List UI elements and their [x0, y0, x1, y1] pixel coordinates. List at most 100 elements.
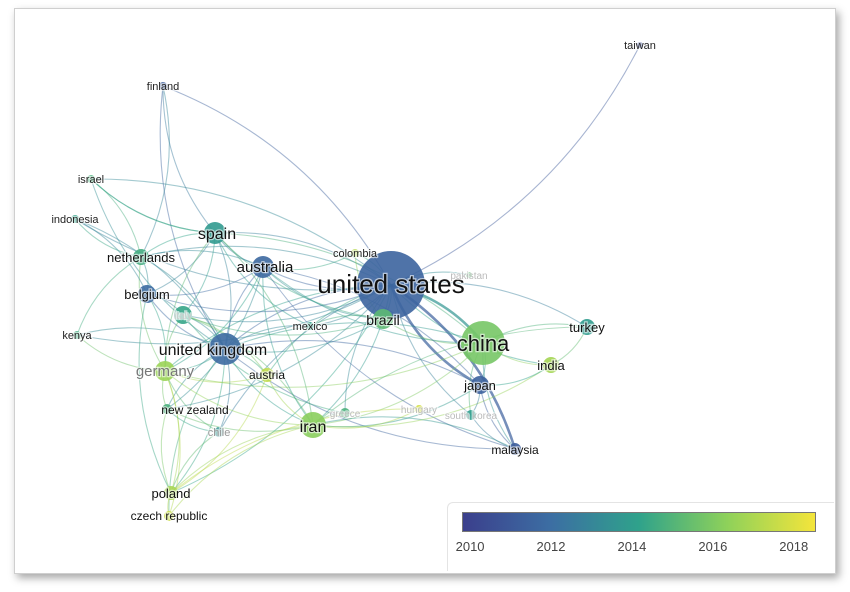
node-china[interactable]: [461, 321, 505, 365]
link-united-kingdom-spain: [214, 232, 232, 350]
label-greece: greece: [330, 409, 361, 420]
node-new-zealand[interactable]: [162, 404, 172, 414]
label-poland: poland: [151, 486, 190, 501]
node-south-korea[interactable]: [466, 410, 476, 420]
link-china-iran: [312, 342, 484, 426]
link-united-kingdom-kenya: [76, 327, 226, 350]
label-malaysia: malaysia: [491, 443, 539, 457]
label-united-states: united states: [317, 269, 464, 299]
node-mexico[interactable]: [306, 322, 314, 330]
node-chile[interactable]: [214, 427, 224, 437]
label-australia: australia: [237, 259, 294, 276]
label-turkey: turkey: [569, 320, 605, 335]
link-poland-austria: [170, 374, 268, 494]
link-indonesia-belgium: [74, 218, 148, 295]
node-brazil[interactable]: [373, 309, 393, 329]
link-greece-italy: [182, 314, 346, 414]
country-collaboration-network: united states china united kingdom iran spai…: [50, 39, 657, 525]
link-china-germany: [164, 342, 484, 388]
link-spain-iran: [214, 232, 314, 426]
link-germany-netherlands: [138, 256, 166, 372]
link-israel-spain: [90, 178, 216, 234]
link-iran-malaysia: [312, 416, 516, 450]
node-israel[interactable]: [87, 175, 95, 183]
link-united-states-taiwan: [390, 44, 641, 286]
link-united-kingdom-japan: [224, 339, 481, 386]
label-united-kingdom: united kingdom: [159, 342, 268, 359]
link-hungary-poland: [170, 408, 420, 494]
legend-tick-2016: 2016: [698, 539, 728, 554]
node-netherlands[interactable]: [133, 249, 149, 265]
network-map-panel: united states china united kingdom iran spai…: [14, 8, 836, 574]
link-spain-germany: [164, 232, 216, 372]
node-spain[interactable]: [204, 222, 226, 244]
label-hungary: hungary: [401, 405, 437, 416]
node-czech-republic[interactable]: [164, 511, 174, 521]
label-finland: finland: [147, 81, 179, 93]
label-germany: germany: [136, 363, 195, 380]
node-colombia[interactable]: [351, 249, 359, 257]
link-united-states-indonesia: [74, 218, 392, 291]
label-japan: japan: [463, 378, 496, 393]
label-south-korea: south korea: [445, 411, 498, 422]
node-kenya[interactable]: [73, 331, 81, 339]
node-poland[interactable]: [164, 486, 178, 500]
label-belgium: belgium: [124, 287, 170, 302]
year-colorbar: [462, 512, 816, 532]
label-india: india: [537, 358, 565, 373]
legend-tick-2018: 2018: [779, 539, 809, 554]
link-spain-israel: [90, 178, 216, 234]
link-united-states-finland: [162, 85, 392, 286]
node-india[interactable]: [543, 357, 559, 373]
link-spain-mexico: [214, 232, 311, 327]
node-austria[interactable]: [260, 368, 274, 382]
link-iran-japan: [312, 384, 481, 428]
label-china: china: [457, 331, 510, 356]
node-italy[interactable]: [174, 306, 192, 324]
node-indonesia[interactable]: [71, 215, 79, 223]
link-china-australia: [262, 266, 484, 344]
link-iran-india: [312, 364, 552, 428]
link-netherlands-kenya: [76, 256, 142, 336]
label-netherlands: netherlands: [107, 250, 175, 265]
label-mexico: mexico: [293, 321, 328, 333]
link-united-states-kenya: [76, 284, 392, 345]
link-united-states-new-zealand: [166, 284, 392, 410]
link-china-spain: [214, 232, 484, 344]
node-pakistan[interactable]: [466, 272, 472, 278]
link-australia-germany: [164, 266, 264, 372]
node-greece[interactable]: [340, 408, 350, 418]
label-colombia: colombia: [333, 248, 378, 260]
link-australia-belgium: [146, 266, 264, 296]
node-united-states[interactable]: [357, 251, 425, 319]
node-turkey[interactable]: [579, 319, 595, 335]
node-australia[interactable]: [252, 256, 274, 278]
link-brazil-italy: [182, 314, 384, 336]
link-australia-brazil: [262, 266, 384, 320]
year-legend: 2010 2012 2014 2016 2018: [447, 502, 834, 571]
link-finland-netherlands: [140, 85, 170, 258]
node-hungary[interactable]: [415, 405, 423, 413]
legend-tick-2014: 2014: [617, 539, 647, 554]
link-iran-germany: [164, 370, 314, 426]
node-iran[interactable]: [300, 412, 326, 438]
link-australia-netherlands: [140, 249, 264, 268]
link-belgium-poland: [138, 293, 172, 494]
node-germany[interactable]: [155, 361, 175, 381]
legend-tick-2012: 2012: [536, 539, 566, 554]
label-spain: spain: [198, 226, 236, 243]
link-united-kingdom-brazil: [224, 318, 384, 353]
node-united-kingdom[interactable]: [209, 333, 241, 365]
link-australia-iran: [262, 266, 314, 426]
link-iran-italy: [182, 314, 314, 426]
node-taiwan[interactable]: [637, 42, 643, 48]
link-iran-czech-republic: [168, 424, 314, 517]
label-brazil: brazil: [366, 312, 399, 328]
link-poland-new-zealand: [160, 408, 172, 494]
node-finland[interactable]: [159, 82, 167, 90]
node-japan[interactable]: [471, 376, 489, 394]
node-malaysia[interactable]: [509, 443, 521, 455]
label-taiwan: taiwan: [624, 40, 656, 52]
link-netherlands-israel: [90, 178, 142, 258]
node-belgium[interactable]: [138, 285, 156, 303]
